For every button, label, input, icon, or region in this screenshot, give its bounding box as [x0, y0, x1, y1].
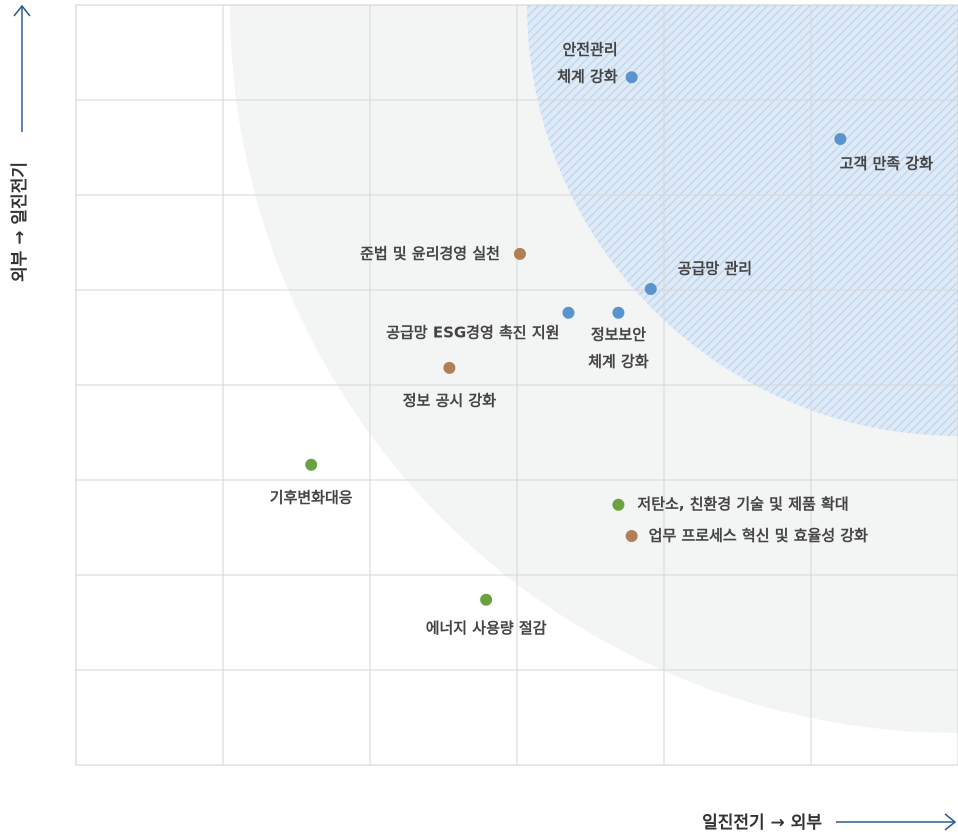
x-arrow-head [944, 813, 957, 831]
point-label: 정보 공시 강화 [403, 391, 496, 409]
x-axis-title: 일진전기 → 외부 [702, 813, 822, 833]
point-label: 공급망 관리 [678, 260, 752, 278]
point-label: 안전관리 [562, 41, 617, 59]
data-point [625, 530, 638, 543]
point-label: 업무 프로세스 혁신 및 효율성 강화 [649, 527, 869, 545]
point-label: 저탄소, 친환경 기술 및 제품 확대 [637, 495, 848, 513]
point-label: 준법 및 윤리경영 실천 [360, 244, 500, 262]
data-point [834, 132, 847, 145]
y-axis-title: 외부 → 일진전기 [10, 162, 30, 282]
data-point [513, 247, 526, 260]
zone-inner [527, 5, 958, 436]
data-point [625, 71, 638, 84]
plot-frame [75, 4, 958, 766]
point-label: 에너지 사용량 절감 [426, 619, 547, 637]
point-label: 체계 강화 [588, 352, 649, 370]
data-point [612, 306, 625, 319]
point-label: 고객 만족 강화 [840, 154, 933, 172]
point-label: 체계 강화 [557, 68, 618, 86]
data-point [644, 283, 657, 296]
point-label: 정보보안 [591, 325, 646, 343]
data-point [612, 498, 625, 511]
point-label: 기후변화대응 [270, 488, 353, 506]
data-point [480, 593, 493, 606]
data-point [562, 306, 575, 319]
data-point [305, 458, 318, 471]
point-label: 공급망 ESG경영 촉진 지원 [386, 323, 559, 341]
background-zones [230, 5, 958, 733]
data-point [443, 361, 456, 374]
y-arrow-head [13, 4, 31, 17]
